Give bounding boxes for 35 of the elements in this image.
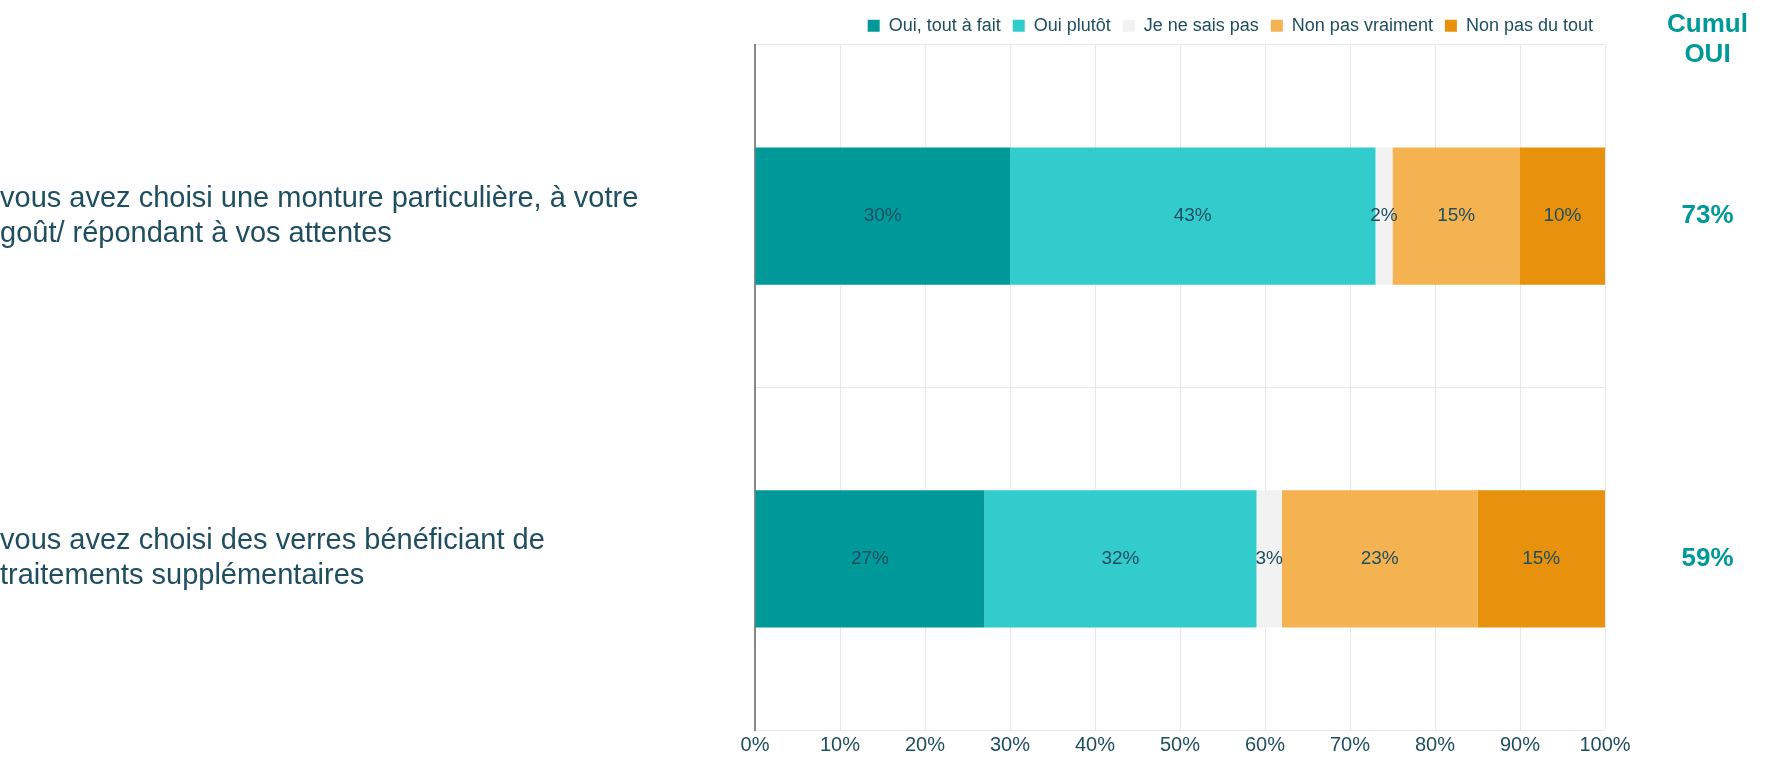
x-tick-label: 70% [1329, 732, 1371, 755]
y-tick-label: vous avez choisi une monture particulière, à votre goût/ répondant à vos attentes [0, 180, 639, 248]
x-tick-label: 40% [1074, 732, 1116, 755]
data-label: 15% [1522, 547, 1561, 569]
bar [1520, 147, 1605, 285]
x-tick-label: 50% [1159, 732, 1201, 755]
x-tick-label: 30% [989, 732, 1031, 755]
x-tick-label: 90% [1499, 732, 1541, 755]
data-label: 43% [1173, 204, 1212, 226]
x-tick-label: 20% [904, 732, 946, 755]
bar [1282, 490, 1478, 628]
text: Cumul OUI [1667, 8, 1748, 69]
legend-label: Non pas du tout [1465, 14, 1593, 35]
data-label: 30% [863, 204, 902, 226]
bar [755, 147, 1010, 285]
legend-label: Oui plutôt [1033, 14, 1111, 35]
x-tick-label: 10% [819, 732, 861, 755]
x-tick-label: 100% [1579, 732, 1631, 755]
legend-label: Non pas vraiment [1291, 14, 1433, 35]
data-label: 27% [850, 547, 890, 569]
legend-label: Je ne sais pas [1143, 14, 1259, 35]
legend-label: Oui, tout à fait [888, 14, 1001, 35]
x-tick-label: 80% [1414, 732, 1456, 755]
bar [755, 490, 985, 628]
y-tick-label: vous avez choisi des verres bénéficiant de traitements supplémentaires [0, 523, 545, 591]
bar [984, 490, 1257, 628]
data-label: 15% [1437, 204, 1476, 226]
text: 59% [1681, 542, 1734, 573]
data-label: 23% [1360, 547, 1399, 569]
bar [1477, 490, 1605, 628]
data-label: 10% [1543, 204, 1582, 226]
data-label: 32% [1101, 547, 1140, 569]
x-tick-label: 0% [740, 732, 770, 755]
text: 73% [1681, 199, 1734, 230]
x-tick-label: 60% [1244, 732, 1286, 755]
